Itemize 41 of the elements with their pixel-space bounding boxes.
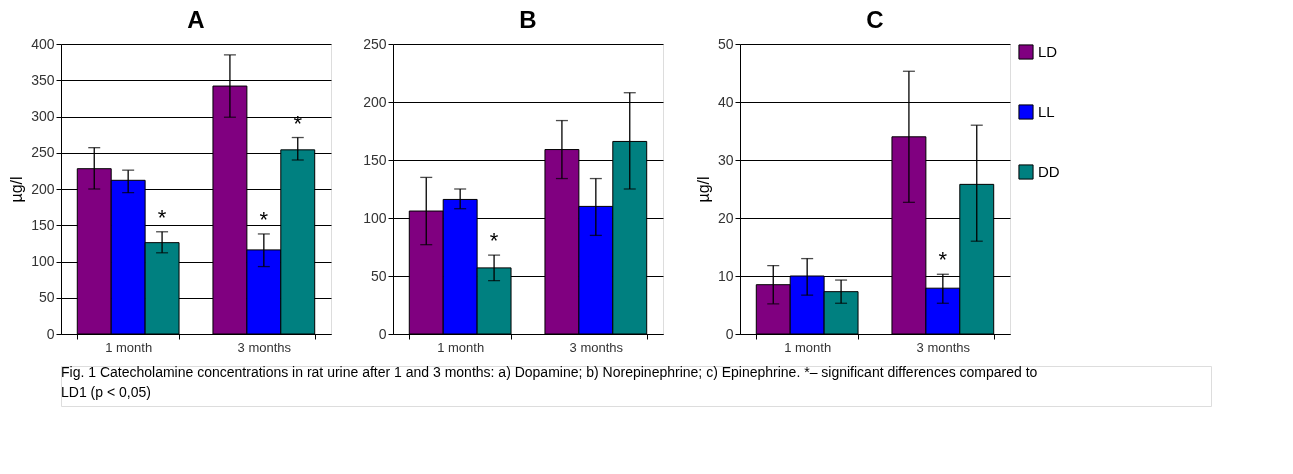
legend-label: DD: [1038, 163, 1060, 180]
y-tick-label: 150: [31, 216, 55, 233]
chart-title: C: [866, 6, 884, 33]
data-label: *: [489, 228, 499, 254]
data-label: *: [293, 110, 303, 136]
y-tick-label: 0: [46, 325, 55, 342]
y-tick-label: 150: [363, 151, 387, 168]
y-tick-label: 40: [717, 93, 734, 110]
y-axis-title: µg/l: [8, 176, 26, 203]
y-tick-label: 300: [31, 108, 55, 124]
y-axis-title: µg/l: [694, 176, 712, 203]
y-tick-label: 50: [717, 35, 734, 52]
x-tick-label: 1 month: [784, 339, 832, 355]
data-label: *: [259, 206, 269, 232]
y-tick-label: 30: [717, 151, 734, 168]
y-tick-label: 350: [31, 71, 55, 88]
y-tick-label: 0: [725, 325, 734, 342]
y-tick-label: 200: [31, 180, 55, 197]
data-label: *: [938, 247, 948, 273]
chart-title: A: [187, 6, 205, 33]
y-tick-label: 50: [38, 289, 55, 306]
y-tick-label: 0: [378, 325, 387, 342]
y-tick-label: 250: [31, 144, 55, 161]
y-tick-label: 400: [31, 35, 55, 52]
x-tick-label: 1 month: [105, 339, 153, 355]
x-tick-label: 1 month: [437, 339, 485, 355]
x-tick-label: 3 months: [237, 339, 292, 355]
y-tick-label: 100: [363, 209, 387, 226]
x-tick-label: 3 months: [916, 339, 971, 355]
legend-label: LD: [1038, 43, 1058, 60]
y-tick-label: 250: [363, 35, 387, 52]
x-tick-label: 3 months: [569, 339, 624, 355]
chart-title: B: [519, 6, 537, 33]
y-tick-label: 10: [717, 267, 734, 284]
data-label: *: [157, 204, 167, 230]
caption: Fig. 1 Catecholamine concentrations in rat urine after 1 and 3 months: a) Dopamine; b) Norepinephrine; c) Epinephrine. *– significant differences compared to LD1 (p < 0,05): [61, 364, 1038, 400]
y-tick-label: 20: [717, 209, 734, 226]
y-tick-label: 200: [363, 93, 387, 110]
y-tick-label: 100: [31, 253, 55, 269]
y-tick-label: 50: [370, 267, 387, 284]
legend-label: LL: [1038, 103, 1055, 120]
